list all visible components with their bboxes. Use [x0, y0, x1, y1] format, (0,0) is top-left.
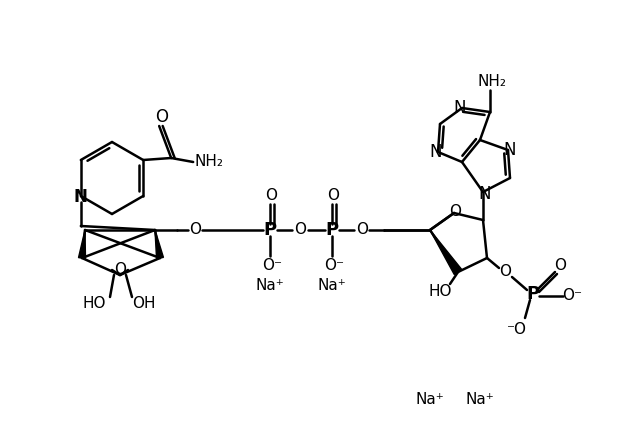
Text: O: O [449, 204, 461, 219]
Text: HO: HO [428, 284, 452, 299]
Text: P: P [527, 285, 540, 303]
Text: O: O [554, 257, 566, 273]
Text: N: N [479, 185, 492, 203]
Text: O: O [294, 223, 306, 237]
Text: N: N [454, 99, 467, 117]
Text: N: N [74, 188, 88, 206]
Text: O⁻: O⁻ [324, 258, 344, 274]
Text: O: O [356, 223, 368, 237]
Text: Na⁺: Na⁺ [415, 392, 444, 408]
Text: O: O [499, 265, 511, 279]
Polygon shape [430, 230, 461, 274]
Text: OH: OH [132, 296, 156, 312]
Polygon shape [79, 230, 86, 258]
Text: N: N [504, 141, 516, 159]
Text: O: O [114, 262, 126, 278]
Text: O⁻: O⁻ [262, 258, 282, 274]
Text: Na⁺: Na⁺ [317, 278, 346, 292]
Text: P: P [264, 221, 276, 239]
Text: Na⁺: Na⁺ [255, 278, 284, 292]
Text: NH₂: NH₂ [477, 75, 506, 89]
Text: O: O [265, 187, 277, 202]
Text: O: O [189, 223, 201, 237]
Text: NH₂: NH₂ [195, 155, 223, 169]
Text: O⁻: O⁻ [562, 288, 582, 304]
Text: N: N [429, 143, 442, 161]
Text: ⁻O: ⁻O [507, 322, 527, 337]
Text: HO: HO [83, 296, 106, 312]
Text: P: P [325, 221, 339, 239]
Text: Na⁺: Na⁺ [466, 392, 494, 408]
Polygon shape [155, 230, 163, 259]
Text: O: O [327, 187, 339, 202]
Text: O: O [155, 108, 168, 126]
